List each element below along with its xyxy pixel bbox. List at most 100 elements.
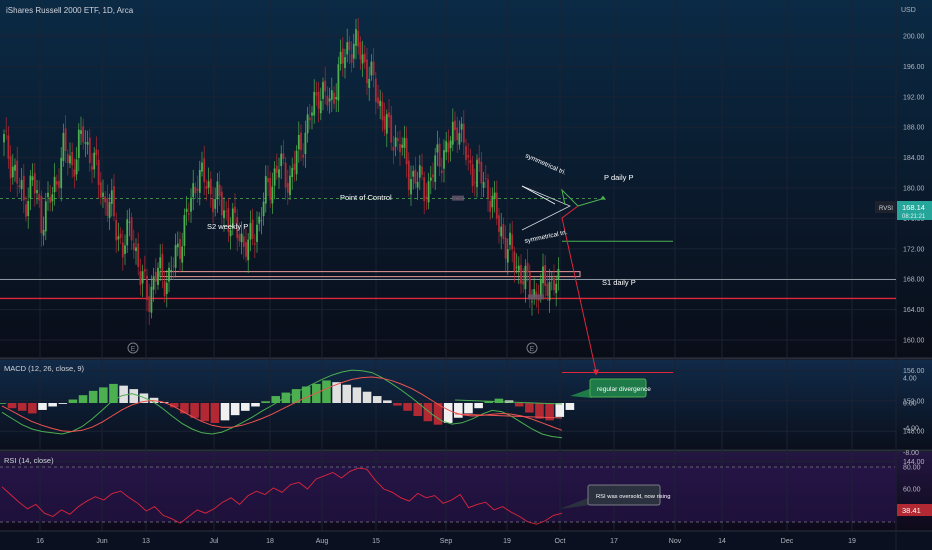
candle-body bbox=[236, 217, 239, 239]
candle-body bbox=[86, 142, 89, 145]
candle-body bbox=[385, 114, 388, 134]
candle-body bbox=[372, 61, 375, 76]
candle-body bbox=[165, 282, 168, 294]
candle-body bbox=[192, 183, 195, 198]
macd-callout[interactable]: regular divergence bbox=[570, 378, 651, 398]
candle-body bbox=[487, 179, 489, 199]
candle-body bbox=[179, 239, 181, 259]
candle-body bbox=[465, 146, 467, 160]
candle-body bbox=[300, 132, 302, 151]
candle-body bbox=[267, 178, 269, 183]
macd-histogram-bar bbox=[352, 387, 362, 403]
macd-histogram-bar bbox=[271, 396, 281, 403]
highlight-box bbox=[528, 294, 544, 300]
candle-body bbox=[526, 262, 529, 273]
candle-body bbox=[379, 100, 382, 107]
candle-body bbox=[390, 115, 393, 143]
candle-body bbox=[550, 277, 553, 279]
candle-body bbox=[209, 178, 212, 195]
macd-histogram-bar bbox=[170, 403, 179, 408]
event-marker-icon[interactable]: E bbox=[526, 342, 538, 354]
macd-histogram-bar bbox=[109, 383, 118, 403]
candle-body bbox=[128, 221, 131, 223]
macd-histogram-bar bbox=[7, 403, 17, 409]
candle-body bbox=[315, 92, 318, 96]
candle-body bbox=[330, 90, 333, 100]
y-tick-label: 180.00 bbox=[903, 186, 925, 193]
candle-body bbox=[141, 271, 144, 284]
candle-body bbox=[341, 48, 344, 64]
candle-body bbox=[91, 166, 93, 170]
candle-body bbox=[473, 182, 476, 184]
candle-body bbox=[71, 151, 74, 166]
candle-body bbox=[53, 176, 56, 193]
rsi-callout[interactable]: RSI was oversold, now rising bbox=[560, 484, 670, 509]
candle-body bbox=[190, 197, 192, 212]
candle-body bbox=[256, 224, 258, 243]
candle-body bbox=[295, 150, 298, 175]
y-tick-label: 172.00 bbox=[903, 246, 925, 253]
candle-body bbox=[425, 196, 428, 199]
candle-body bbox=[291, 167, 294, 177]
candle-body bbox=[313, 91, 316, 116]
candle-body bbox=[240, 233, 243, 243]
divergence-line bbox=[454, 413, 563, 419]
candle-body bbox=[95, 149, 98, 156]
candle-body bbox=[352, 43, 355, 59]
candle-body bbox=[429, 177, 432, 181]
macd-histogram-bar bbox=[0, 403, 7, 404]
candle-body bbox=[157, 267, 159, 285]
macd-histogram-bar bbox=[454, 403, 463, 418]
macd-histogram-bar bbox=[251, 403, 260, 407]
candle-body bbox=[121, 242, 124, 258]
candle-body bbox=[36, 190, 38, 194]
svg-text:RVSI: RVSI bbox=[879, 206, 893, 212]
level-label: Point of Control bbox=[340, 193, 392, 202]
candle-body bbox=[333, 92, 335, 104]
candle-body bbox=[216, 181, 219, 200]
candle-body bbox=[377, 97, 379, 104]
x-tick-label: 18 bbox=[266, 538, 274, 545]
axes: 16 Jun 13 Jul 18 Aug 15 Sep 19 Oct 17 Nov 14 Dec 19 200… bbox=[36, 34, 924, 546]
candle-body bbox=[432, 174, 434, 178]
candle-body bbox=[401, 144, 404, 148]
symmetrical-triangle bbox=[521, 185, 571, 231]
rsi-value-tag: 38.41 bbox=[897, 504, 932, 516]
candle-body bbox=[280, 153, 283, 167]
candle-body bbox=[370, 61, 373, 76]
candle-body bbox=[14, 164, 16, 171]
candle-body bbox=[185, 208, 188, 212]
candle-body bbox=[223, 210, 225, 219]
candle-body bbox=[361, 54, 364, 64]
x-tick-label: 16 bbox=[36, 538, 44, 545]
candle-body bbox=[445, 141, 448, 153]
macd-histogram-bar bbox=[535, 403, 544, 419]
candle-body bbox=[18, 185, 21, 188]
triangle-upper-line bbox=[521, 185, 556, 205]
macd-histogram-bar bbox=[210, 403, 220, 423]
macd-tick-label: -8.00 bbox=[903, 450, 919, 457]
candle-body bbox=[51, 194, 54, 202]
candle-body bbox=[229, 230, 232, 237]
candle-body bbox=[493, 192, 496, 200]
macd-histogram-bar bbox=[38, 403, 47, 410]
event-marker-icon[interactable]: E bbox=[127, 342, 139, 354]
candle-body bbox=[491, 195, 494, 208]
candle-body bbox=[436, 144, 439, 153]
candle-body bbox=[502, 224, 505, 239]
candle-body bbox=[520, 264, 522, 284]
x-tick-label: Aug bbox=[316, 538, 329, 545]
svg-text:E: E bbox=[530, 346, 535, 353]
candle-body bbox=[27, 201, 30, 217]
candle-body bbox=[33, 173, 36, 194]
candle-body bbox=[522, 280, 525, 285]
candle-body bbox=[238, 234, 241, 242]
macd-histogram-bar bbox=[433, 403, 443, 425]
macd-histogram-bar bbox=[464, 403, 473, 414]
macd-histogram-bar bbox=[190, 403, 199, 418]
candle-body bbox=[454, 120, 456, 131]
svg-text:E: E bbox=[131, 346, 136, 353]
macd-histogram-bar bbox=[443, 403, 453, 423]
